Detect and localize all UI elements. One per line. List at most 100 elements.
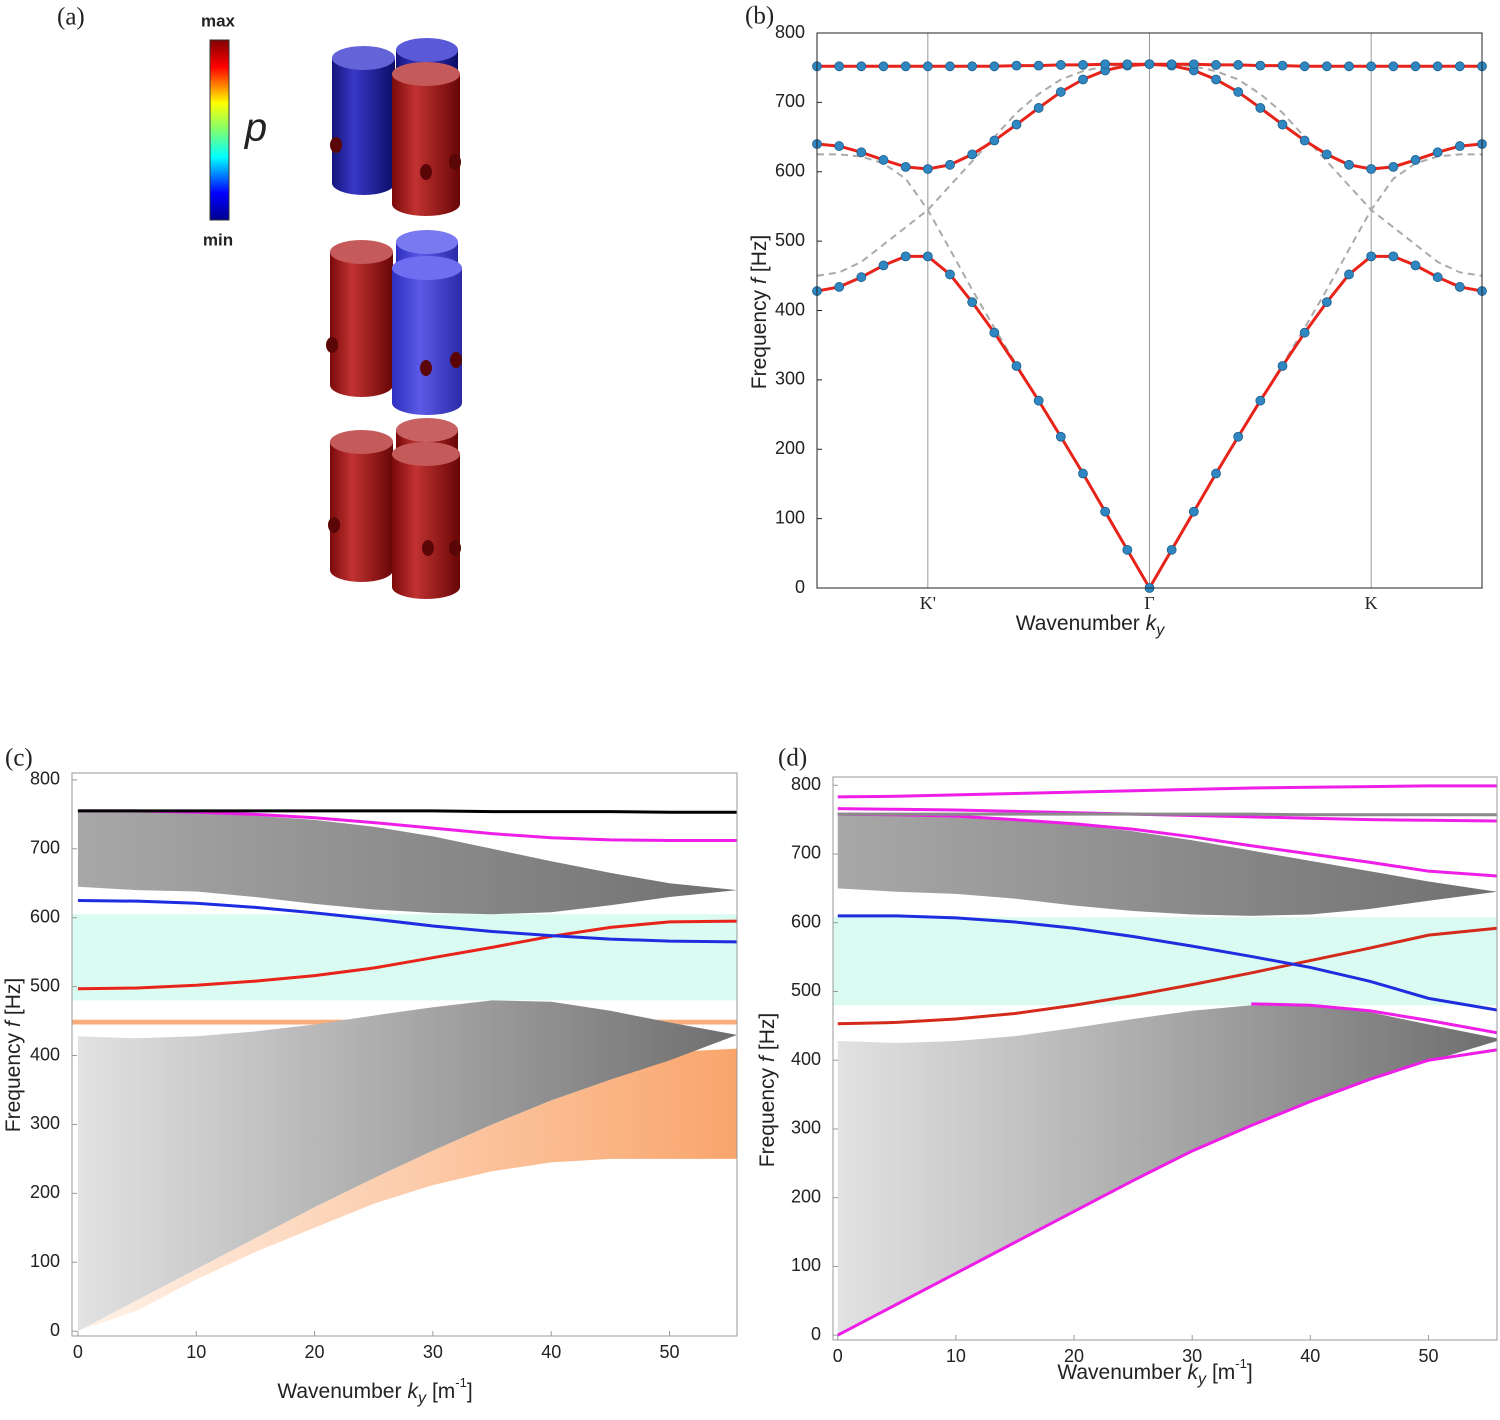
- y-tick-label: 800: [791, 774, 821, 794]
- label-part: [Hz]: [2, 978, 25, 1015]
- marker: [1033, 103, 1044, 113]
- y-tick-label: 100: [30, 1251, 60, 1271]
- axis-label: Wavenumber ky: [1016, 612, 1166, 640]
- y-tick-label: 500: [791, 980, 821, 1000]
- y-tick-label: 0: [811, 1324, 821, 1344]
- panel-label: (c): [5, 745, 33, 772]
- label-part: Wavenumber: [1057, 1361, 1181, 1384]
- x-tick-label: 40: [1300, 1346, 1320, 1366]
- marker: [1255, 103, 1266, 113]
- y-tick-label: 700: [791, 843, 821, 863]
- label-part: k: [1187, 1361, 1199, 1384]
- marker: [1100, 506, 1111, 517]
- marker: [1211, 60, 1221, 70]
- y-tick-label: 400: [791, 1049, 821, 1069]
- chart-panel: (b) 0 100 200 300 400 500 600 700 800 K' Γ K Wavenumb…: [745, 3, 1487, 640]
- y-tick-label: 700: [775, 91, 805, 111]
- cylinder-top: [396, 38, 458, 62]
- x-tick-label: 0: [833, 1346, 843, 1366]
- axis-label: Wavenumber ky [m-1]: [1057, 1356, 1252, 1388]
- plot-area: [72, 809, 737, 1332]
- marker: [878, 155, 889, 165]
- marker: [989, 61, 1000, 72]
- cylinder-top: [396, 230, 458, 254]
- marker: [989, 135, 1000, 146]
- label-part: [m: [432, 1380, 455, 1403]
- marker: [1122, 544, 1133, 555]
- y-tick-label: 400: [30, 1044, 60, 1064]
- x-tick-label: 0: [73, 1342, 83, 1362]
- label-part: Frequency: [756, 1067, 779, 1167]
- curve: [837, 926, 1497, 1026]
- y-tick-label: 200: [791, 1186, 821, 1206]
- label-part: [Hz]: [756, 1013, 779, 1050]
- marker: [1188, 59, 1199, 70]
- marker: [856, 272, 867, 283]
- marker: [1211, 468, 1221, 479]
- marker: [1432, 61, 1443, 72]
- y-tick-label: 100: [775, 507, 805, 527]
- band-region: [77, 1048, 737, 1332]
- y-tick-label: 600: [775, 161, 805, 181]
- marker: [1366, 251, 1377, 262]
- marker: [1011, 119, 1022, 130]
- marker: [1277, 361, 1288, 371]
- label-part: ]: [467, 1380, 473, 1403]
- band-region: [77, 810, 737, 915]
- marker: [1144, 59, 1155, 70]
- marker: [834, 141, 845, 151]
- marker: [1033, 60, 1044, 71]
- marker: [1321, 61, 1332, 72]
- marker: [1321, 149, 1332, 160]
- cylinder-port: [422, 540, 434, 556]
- marker: [1388, 61, 1399, 72]
- marker: [945, 61, 955, 72]
- label-part: y: [1197, 1371, 1207, 1388]
- cylinder-port: [420, 360, 432, 376]
- curve: [77, 898, 737, 944]
- cylinder-port: [326, 337, 338, 353]
- marker: [1366, 61, 1377, 72]
- x-tick-label: 20: [305, 1342, 325, 1362]
- cylinder-port: [450, 352, 462, 368]
- marker: [1122, 59, 1133, 70]
- field-symbol: p: [244, 106, 267, 150]
- x-tick-label: 50: [1418, 1346, 1438, 1366]
- label-part: [Hz]: [748, 235, 771, 272]
- cylinder-body: [332, 58, 395, 183]
- x-tick-label: 30: [423, 1342, 443, 1362]
- y-tick-label: 0: [795, 577, 805, 597]
- cylinder-top: [392, 62, 460, 86]
- marker: [989, 327, 1000, 338]
- curve: [837, 784, 1497, 799]
- marker: [1454, 141, 1465, 151]
- marker: [1432, 147, 1443, 158]
- marker: [900, 61, 911, 72]
- cylinder-body: [392, 74, 460, 204]
- panel-label: (d): [778, 745, 807, 772]
- label-part: k: [1146, 612, 1158, 635]
- cylinders: [326, 38, 462, 599]
- label-part: ]: [1247, 1361, 1253, 1384]
- marker: [1344, 159, 1354, 170]
- curve: [837, 1048, 1497, 1337]
- cylinder-port: [330, 137, 342, 153]
- plot-frame: [71, 772, 738, 1337]
- label-part: Frequency: [748, 289, 771, 389]
- label-part: f: [748, 276, 771, 284]
- curve: [837, 812, 1497, 817]
- label-part: f: [2, 1019, 25, 1027]
- panel-a: (a) max min p: [57, 4, 462, 599]
- cylinder-body: [392, 268, 462, 403]
- y-tick-label: 500: [30, 975, 60, 995]
- marker: [856, 61, 867, 72]
- marker: [1410, 61, 1421, 72]
- marker: [1233, 60, 1244, 70]
- marker: [1410, 260, 1421, 271]
- x-tick-label: 20: [1064, 1346, 1084, 1366]
- marker: [1344, 61, 1354, 72]
- marker: [1366, 164, 1377, 174]
- marker: [1166, 59, 1177, 70]
- marker: [1078, 74, 1088, 85]
